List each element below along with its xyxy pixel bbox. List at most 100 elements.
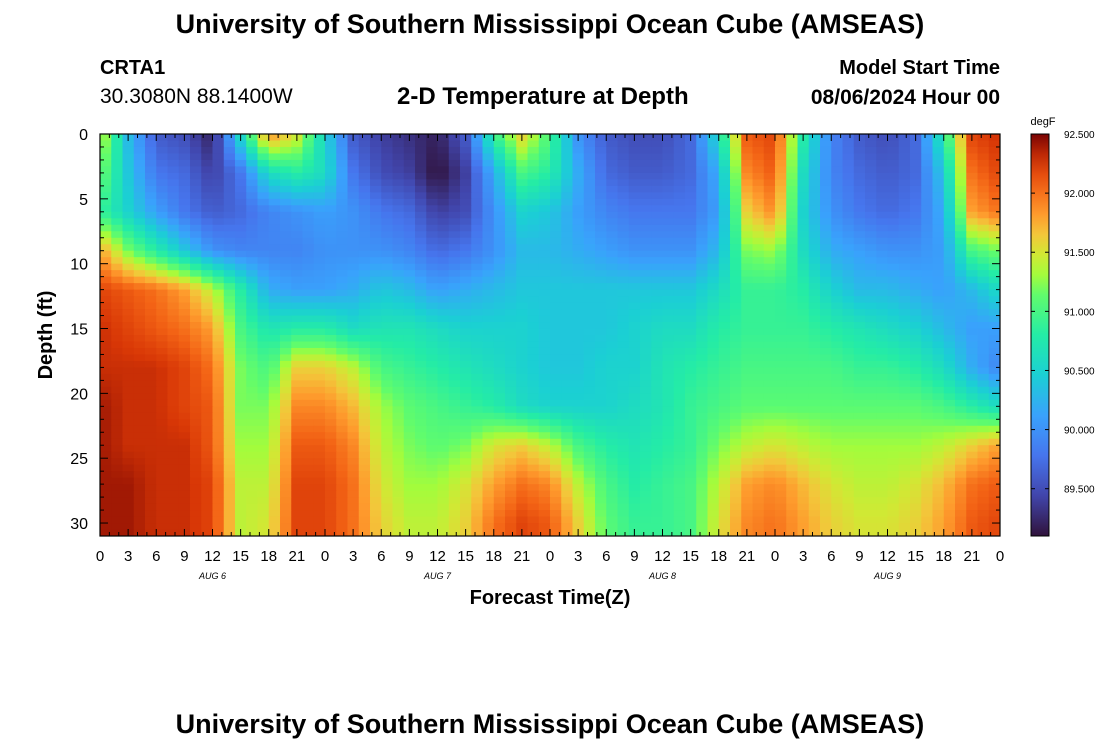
heatmap-cell bbox=[673, 523, 686, 531]
heatmap-cell bbox=[325, 347, 337, 356]
heatmap-cell bbox=[133, 328, 146, 336]
heatmap-cell bbox=[302, 134, 315, 142]
heatmap-cell bbox=[403, 490, 416, 498]
heatmap-cell bbox=[437, 386, 450, 394]
heatmap-cell bbox=[617, 529, 630, 536]
heatmap-cell bbox=[190, 490, 202, 498]
heatmap-cell bbox=[246, 322, 259, 330]
heatmap-cell bbox=[955, 399, 967, 407]
heatmap-cell bbox=[730, 218, 742, 226]
heatmap-cell bbox=[640, 341, 652, 349]
heatmap-cell bbox=[921, 134, 934, 142]
heatmap-cell bbox=[887, 445, 900, 453]
heatmap-cell bbox=[662, 347, 675, 356]
heatmap-cell bbox=[685, 341, 697, 349]
heatmap-cell bbox=[280, 231, 292, 239]
heatmap-cell bbox=[887, 276, 900, 284]
heatmap-cell bbox=[640, 503, 652, 511]
heatmap-cell bbox=[696, 347, 709, 356]
heatmap-cell bbox=[572, 198, 585, 206]
heatmap-cell bbox=[291, 257, 304, 265]
heatmap-cell bbox=[673, 484, 686, 492]
heatmap-cell bbox=[145, 231, 157, 239]
heatmap-cell bbox=[921, 231, 934, 239]
heatmap-cell bbox=[741, 276, 754, 284]
heatmap-cell bbox=[673, 347, 686, 356]
heatmap-cell bbox=[527, 166, 540, 174]
heatmap-cell bbox=[336, 406, 349, 414]
heatmap-cell bbox=[696, 464, 709, 472]
heatmap-cell bbox=[246, 484, 259, 492]
heatmap-cell bbox=[257, 425, 270, 433]
heatmap-cell bbox=[662, 523, 675, 531]
heatmap-cell bbox=[235, 484, 247, 492]
heatmap-cell bbox=[426, 134, 439, 142]
heatmap-cell bbox=[741, 192, 754, 200]
heatmap-cell bbox=[786, 146, 799, 155]
heatmap-cell bbox=[538, 425, 551, 433]
heatmap-cell bbox=[280, 432, 292, 440]
heatmap-cell bbox=[808, 179, 821, 187]
heatmap-cell bbox=[482, 237, 495, 245]
heatmap-cell bbox=[516, 153, 529, 161]
heatmap-cell bbox=[122, 419, 135, 427]
heatmap-cell bbox=[133, 464, 146, 472]
heatmap-cell bbox=[178, 179, 191, 187]
heatmap-cell bbox=[640, 153, 652, 161]
heatmap-cell bbox=[538, 529, 551, 536]
heatmap-cell bbox=[415, 386, 427, 394]
heatmap-cell bbox=[561, 484, 574, 492]
heatmap-cell bbox=[718, 419, 731, 427]
heatmap-cell bbox=[831, 134, 844, 142]
heatmap-cell bbox=[325, 283, 337, 291]
heatmap-cell bbox=[212, 309, 225, 317]
heatmap-cell bbox=[820, 425, 832, 433]
heatmap-cell bbox=[482, 302, 495, 310]
heatmap-cell bbox=[235, 198, 247, 206]
heatmap-cell bbox=[887, 399, 900, 407]
heatmap-cell bbox=[572, 263, 585, 271]
heatmap-cell bbox=[493, 296, 506, 304]
heatmap-cell bbox=[628, 263, 641, 271]
heatmap-cell bbox=[943, 510, 956, 518]
heatmap-cell bbox=[268, 159, 281, 168]
heatmap-cell bbox=[595, 309, 607, 317]
heatmap-cell bbox=[313, 218, 326, 226]
heatmap-cell bbox=[268, 134, 281, 142]
heatmap-cell bbox=[561, 445, 574, 453]
heatmap-cell bbox=[966, 438, 979, 446]
heatmap-cell bbox=[662, 516, 675, 524]
heatmap-cell bbox=[392, 211, 405, 219]
heatmap-cell bbox=[628, 224, 641, 232]
heatmap-cell bbox=[910, 218, 922, 226]
heatmap-cell bbox=[718, 412, 731, 420]
heatmap-cell bbox=[482, 484, 495, 492]
heatmap-cell bbox=[583, 393, 596, 401]
heatmap-cell bbox=[921, 205, 934, 213]
heatmap-cell bbox=[730, 237, 742, 245]
heatmap-cell bbox=[876, 523, 889, 531]
heatmap-cell bbox=[898, 146, 911, 155]
heatmap-cell bbox=[437, 360, 450, 369]
heatmap-cell bbox=[201, 464, 214, 472]
heatmap-cell bbox=[133, 179, 146, 187]
heatmap-cell bbox=[482, 360, 495, 369]
heatmap-cell bbox=[595, 134, 607, 142]
heatmap-cell bbox=[133, 425, 146, 433]
heatmap-cell bbox=[561, 166, 574, 174]
heatmap-cell bbox=[808, 438, 821, 446]
heatmap-cell bbox=[673, 419, 686, 427]
heatmap-cell bbox=[246, 490, 259, 498]
heatmap-cell bbox=[313, 458, 326, 466]
heatmap-cell bbox=[662, 309, 675, 317]
heatmap-cell bbox=[865, 458, 877, 466]
heatmap-cell bbox=[977, 309, 990, 317]
heatmap-cell bbox=[572, 399, 585, 407]
heatmap-cell bbox=[482, 146, 495, 155]
heatmap-cell bbox=[325, 211, 337, 219]
heatmap-cell bbox=[932, 270, 945, 278]
heatmap-cell bbox=[133, 205, 146, 213]
heatmap-cell bbox=[775, 140, 787, 148]
heatmap-cell bbox=[212, 159, 225, 168]
heatmap-cell bbox=[392, 231, 405, 239]
